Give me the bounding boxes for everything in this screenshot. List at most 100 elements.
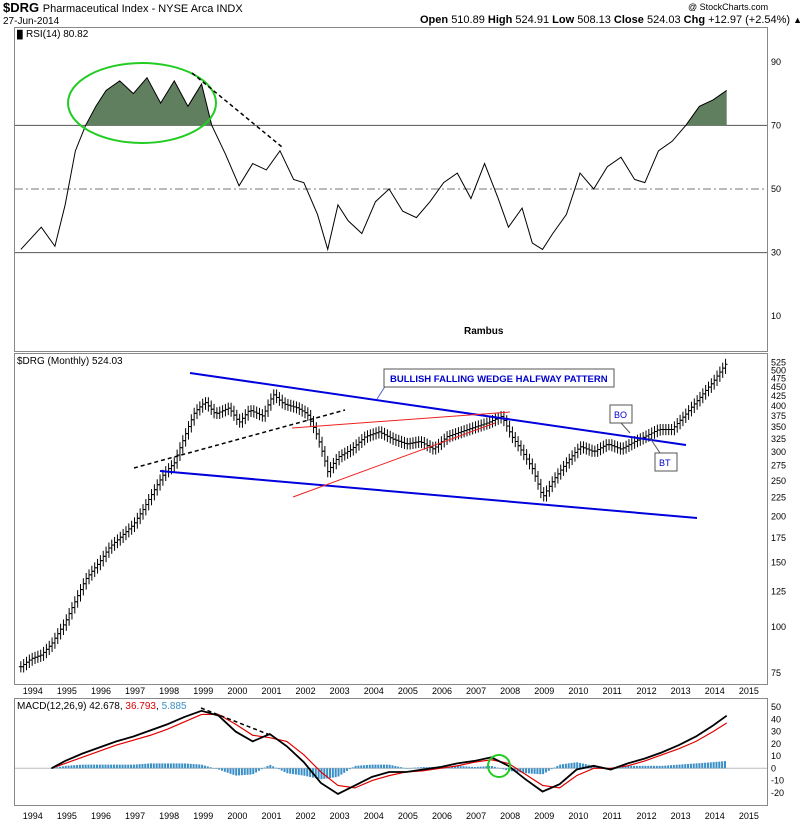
price-xtick-2011: 2011 — [602, 686, 621, 696]
macd-legend-value: 42.678 — [89, 701, 120, 712]
macd-hist-bar-32 — [141, 763, 144, 769]
macd-hist-bar-102 — [340, 768, 343, 775]
macd-hist-bar-113 — [371, 764, 374, 769]
price-ytick-125: 125 — [771, 586, 786, 596]
price-xtick-1994: 1994 — [23, 686, 43, 696]
macd-hist-bar-128 — [414, 767, 417, 769]
macd-hist-bar-123 — [400, 767, 403, 769]
macd-hist-bar-88 — [300, 768, 303, 776]
macd-hist-bar-49 — [189, 763, 192, 769]
open-label: Open — [420, 14, 449, 26]
macd-hist-bar-130 — [419, 767, 422, 769]
macd-hist-bar-109 — [360, 765, 363, 769]
macd-hist-bar-228 — [698, 763, 701, 769]
macd-hist-bar-20 — [107, 764, 110, 769]
price-xtick-2002: 2002 — [296, 686, 316, 696]
macd-hist-bar-212 — [652, 765, 655, 769]
macd-hist-bar-216 — [664, 765, 667, 769]
macd-hist-bar-167 — [525, 768, 528, 774]
macd-hist-bar-152 — [482, 766, 485, 769]
price-ytick-425: 425 — [771, 391, 786, 401]
high-label: High — [487, 14, 513, 26]
price-ytick-75: 75 — [771, 668, 781, 678]
macd-hist-bar-80 — [277, 768, 280, 770]
macd-hist-bar-74 — [260, 768, 263, 770]
macd-hist-bar-52 — [198, 764, 201, 769]
macd-hist-bar-82 — [283, 768, 286, 773]
author-note: Rambus — [464, 326, 504, 337]
macd-hist-bar-87 — [297, 768, 300, 775]
macd-hist-bar-213 — [655, 765, 658, 769]
wedge-label-box — [383, 368, 615, 388]
macd-hist-bar-178 — [556, 765, 559, 769]
macd-hist-bar-223 — [684, 764, 687, 769]
macd-hist-bar-219 — [672, 764, 675, 769]
macd-hist-bar-45 — [178, 763, 181, 769]
macd-hist-bar-191 — [593, 765, 596, 769]
macd-hist-bar-57 — [212, 768, 215, 769]
macd-hist-bar-83 — [286, 768, 289, 774]
macd-hist-bar-67 — [240, 768, 243, 776]
macd-hist-bar-150 — [476, 766, 479, 769]
macd-hist-bar-206 — [635, 765, 638, 769]
macd-hist-bar-0 — [50, 768, 53, 769]
macd-hist-bar-19 — [104, 764, 107, 769]
macd-hist-bar-114 — [374, 764, 377, 769]
price-xtick-2010: 2010 — [568, 686, 588, 696]
macd-hist-bar-149 — [473, 767, 476, 769]
macd-dashed-downtrend — [200, 707, 271, 736]
macd-hist-bar-182 — [567, 763, 570, 769]
chg-arrow-icon: ▲ — [793, 15, 800, 25]
macd-hist-bar-235 — [718, 761, 721, 769]
macd-legend-sep1: , — [120, 701, 126, 712]
macd-hist-bar-48 — [186, 763, 189, 769]
macd-hist-bar-50 — [192, 764, 195, 769]
macd-xtick-2000: 2000 — [227, 811, 247, 821]
macd-hist-bar-17 — [98, 764, 101, 769]
macd-hist-bar-96 — [323, 768, 326, 779]
macd-hist-bar-126 — [408, 768, 411, 769]
macd-hist-bar-36 — [152, 763, 155, 769]
price-xtick-2015: 2015 — [739, 686, 759, 696]
macd-hist-bar-227 — [695, 763, 698, 769]
macd-xtick-2015: 2015 — [739, 811, 759, 821]
macd-xtick-2004: 2004 — [364, 811, 384, 821]
macd-hist-bar-171 — [536, 768, 539, 775]
macd-xtick-2013: 2013 — [671, 811, 691, 821]
macd-hist-bar-210 — [647, 765, 650, 769]
macd-hist-bar-55 — [206, 766, 209, 769]
macd-hist-bar-131 — [422, 767, 425, 769]
macd-hist-bar-143 — [456, 765, 459, 769]
macd-hist-bar-106 — [351, 767, 354, 769]
macd-hist-bar-188 — [584, 764, 587, 769]
price-xtick-1998: 1998 — [159, 686, 179, 696]
macd-hist-bar-209 — [644, 765, 647, 769]
macd-hist-bar-98 — [328, 768, 331, 779]
rsi-overbought-ellipse — [67, 62, 217, 144]
macd-hist-bar-127 — [411, 767, 414, 769]
macd-hist-bar-148 — [471, 766, 474, 769]
macd-hist-bar-89 — [303, 768, 306, 776]
price-xtick-2005: 2005 — [398, 686, 418, 696]
chg-label: Chg — [683, 14, 706, 26]
high-value: 524.91 — [515, 14, 550, 26]
macd-hist-bar-120 — [391, 765, 394, 769]
macd-hist-bar-217 — [667, 765, 670, 769]
bt-label: BT — [659, 458, 671, 468]
macd-hist-bar-39 — [161, 763, 164, 769]
macd-legend-hist: 5.885 — [162, 701, 187, 712]
macd-hist-bar-54 — [203, 765, 206, 769]
macd-hist-bar-169 — [530, 768, 533, 774]
macd-hist-bar-62 — [226, 768, 229, 773]
macd-xtick-1994: 1994 — [23, 811, 43, 821]
macd-hist-bar-174 — [544, 768, 547, 773]
macd-hist-bar-207 — [638, 765, 641, 769]
macd-hist-bar-28 — [130, 764, 133, 769]
macd-hist-bar-199 — [616, 768, 619, 769]
price-ytick-475: 475 — [771, 373, 786, 383]
macd-hist-bar-108 — [357, 765, 360, 769]
macd-hist-bar-233 — [712, 762, 715, 769]
rsi-ytick-70: 70 — [771, 120, 781, 130]
rsi-layer: 90 70 50 30 10 — [15, 57, 781, 321]
macd-hist-bar-13 — [87, 764, 90, 769]
